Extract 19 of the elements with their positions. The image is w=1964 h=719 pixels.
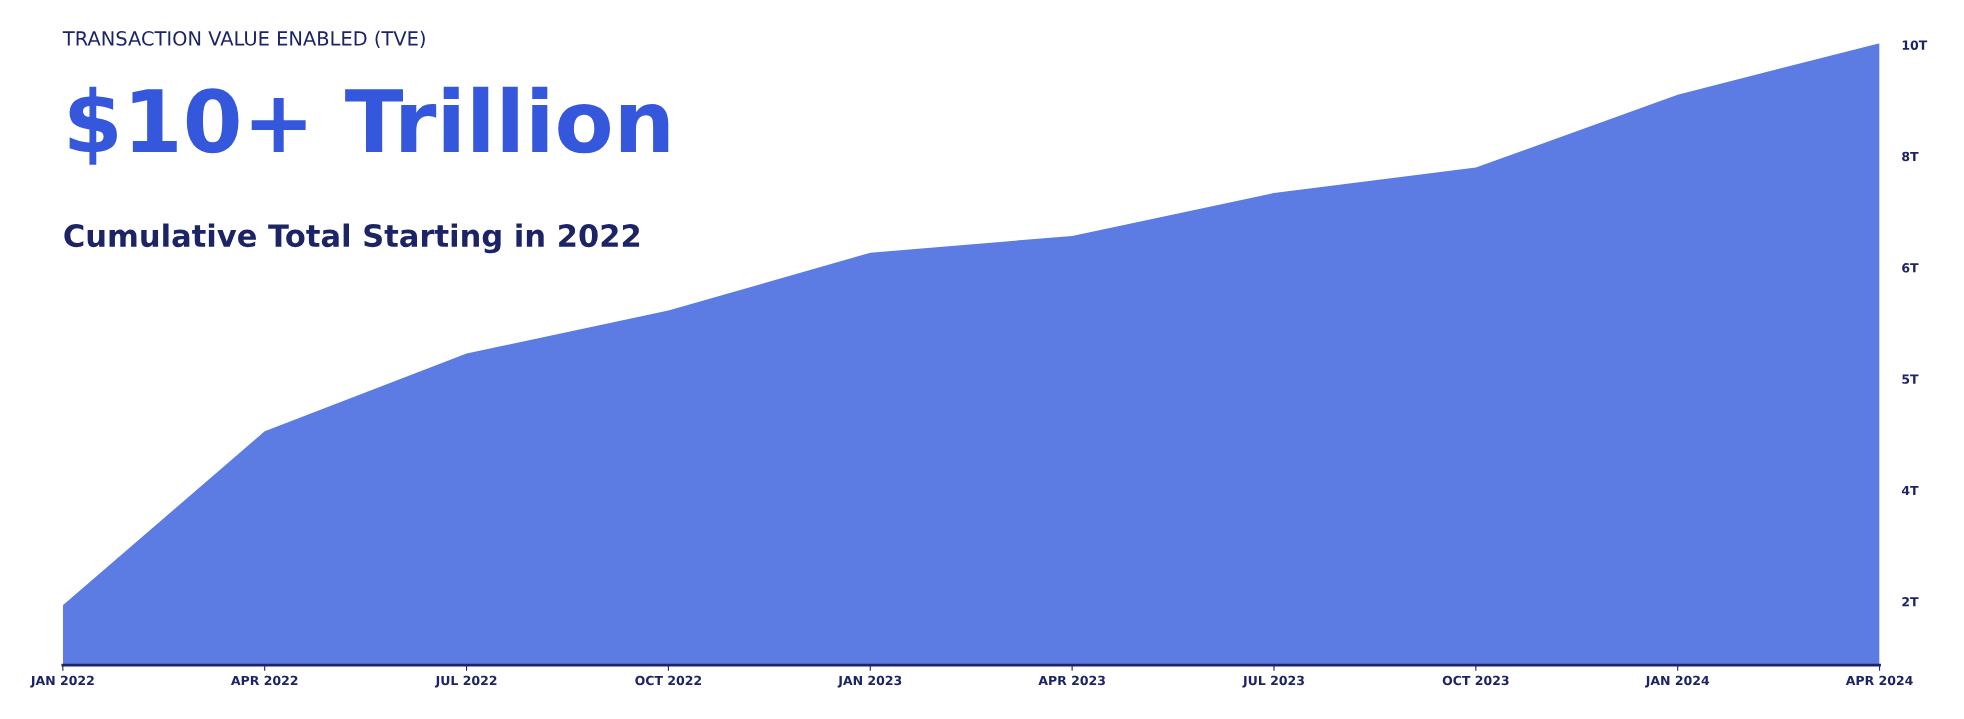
text: Cumulative Total Starting in 2022 [64, 223, 640, 254]
text: 2T [1902, 597, 1919, 607]
annotation: TRANSACTION VALUE ENABLED (TVE) [62, 30, 425, 49]
text: 4T [1901, 485, 1919, 495]
text: 5T [1902, 374, 1919, 384]
text: 10T [1902, 40, 1928, 50]
x-tick-label: APR 2022 [230, 675, 298, 686]
x-tick-label: APR 2024 [1845, 675, 1913, 686]
x-tick-label: JAN 2024 [1645, 675, 1710, 688]
text: 6T [1902, 263, 1919, 273]
x-tick-label: JAN 2023 [837, 675, 902, 688]
x-tick-label: JUL 2023 [1242, 675, 1304, 688]
x-tick-label: JAN 2022 [30, 675, 94, 688]
x-tick-label: OCT 2023 [1442, 675, 1509, 686]
chart-title: $10+ Trillion [69, 86, 669, 165]
x-tick-label: JUL 2022 [434, 675, 497, 688]
x-tick-label: APR 2023 [1038, 675, 1105, 686]
text: 8T [1902, 151, 1919, 162]
x-tick-label: OCT 2022 [635, 675, 702, 686]
